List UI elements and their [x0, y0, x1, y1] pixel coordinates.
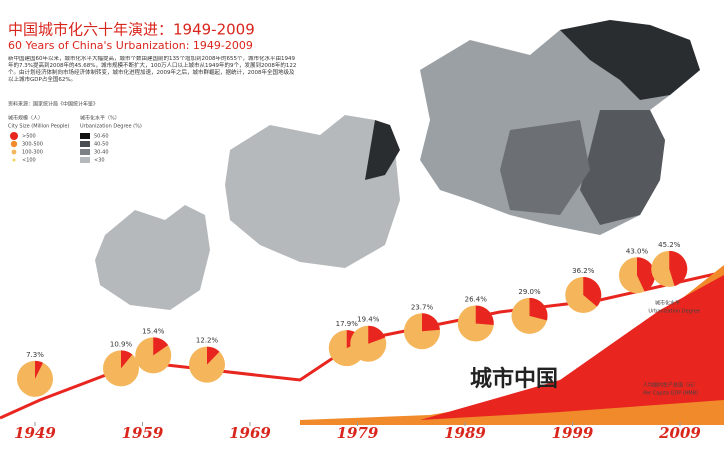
pie-label: 15.4% [142, 327, 165, 335]
pie-slice [153, 337, 169, 356]
area-label: 人均国内生产总值（元） [643, 382, 698, 389]
pie-slice [207, 346, 220, 365]
intro-box: 新中国建国60年以来，城市化水平大幅提高，城市个数由建国前的135个增加到200… [8, 56, 297, 83]
legend-degree-title: 城市化水平（%） [80, 115, 120, 122]
pie-slice [121, 350, 133, 369]
region [560, 20, 700, 100]
pie-label: 45.2% [658, 241, 681, 249]
legend-label: 100-300 [22, 150, 43, 156]
pie-slice [669, 250, 688, 287]
pie-label: 19.4% [357, 316, 380, 324]
pie-slice [637, 257, 655, 292]
pie-slice [583, 277, 602, 307]
region [365, 120, 400, 180]
x-tick-label: 2009 [658, 424, 701, 442]
pie-label: 12.2% [196, 337, 219, 345]
pie-label: 17.9% [336, 320, 359, 328]
region [500, 120, 590, 215]
pie-label: 43.0% [626, 247, 649, 255]
x-tick-label: 1959 [122, 424, 164, 442]
pie-label: 10.9% [110, 340, 133, 348]
pie-slice [35, 360, 43, 379]
legend-swatch [80, 133, 90, 139]
legend-swatch [11, 149, 17, 155]
x-tick-label: 1969 [229, 424, 271, 442]
legend-size-title: 城市规模（人） [8, 115, 43, 122]
legend-label: 30-40 [94, 150, 109, 156]
map-1979 [225, 115, 400, 268]
pie-label: 26.4% [465, 295, 488, 303]
line-label: 城市化水平 [655, 300, 680, 307]
gdp-area-top [420, 275, 724, 420]
legend-degree-subtitle: Urbanization Degree (%) [80, 124, 142, 130]
legend-label: <30 [94, 158, 105, 164]
legend-label: 40-50 [94, 142, 109, 148]
legend-swatch [80, 141, 90, 147]
pie-slice [529, 297, 548, 321]
legend-swatch [10, 140, 18, 148]
pie-label: 23.7% [411, 303, 434, 311]
area-label-en: Per Capita GDP (RMB) [643, 391, 698, 397]
intro: 新中国建国60年以来，城市化水平大幅提高，城市个数由建国前的135个增加到200… [8, 56, 297, 83]
subtitle: 60 Years of China's Urbanization: 1949-2… [8, 39, 253, 52]
map-1949 [95, 205, 210, 310]
legend-label: 300-500 [22, 142, 43, 148]
pie-slice [368, 325, 386, 344]
legend-size-subtitle: City Size (Million People) [8, 124, 69, 130]
legend-swatch [12, 158, 16, 162]
pie-label: 29.0% [518, 288, 541, 296]
title: 中国城市化六十年演进：1949-2009 [8, 21, 255, 39]
source: 资料来源：国家统计局《中国统计年鉴》 [8, 101, 98, 108]
region [580, 110, 665, 225]
legend-label: 50-60 [94, 134, 109, 140]
legend-label: >500 [22, 134, 36, 140]
x-tick-label: 1989 [444, 424, 486, 442]
x-tick-label: 1949 [14, 424, 56, 442]
x-tick-label: 1999 [552, 424, 594, 442]
pie-slice [475, 305, 494, 326]
maps [95, 20, 700, 310]
logo: 城市中国 [470, 366, 558, 392]
x-tick-label: 1979 [337, 424, 379, 442]
pie-slice [422, 313, 440, 332]
legend-swatch [10, 132, 18, 140]
legend-swatch [80, 149, 90, 155]
pie-label: 36.2% [572, 267, 595, 275]
legend-swatch [80, 157, 90, 163]
line-label-en: Urbanization Degree [648, 309, 700, 315]
legend-label: <100 [22, 158, 36, 164]
pie-label: 7.3% [26, 351, 44, 359]
